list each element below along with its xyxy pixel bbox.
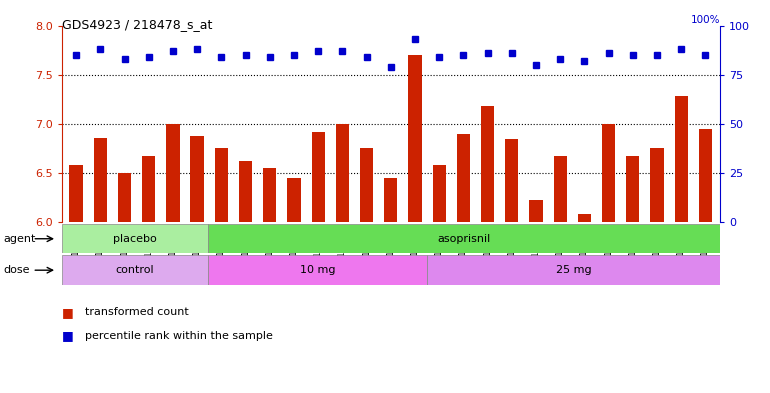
Text: control: control <box>116 265 154 275</box>
Bar <box>69 165 83 222</box>
Text: ■: ■ <box>62 329 73 343</box>
Bar <box>651 148 664 222</box>
Bar <box>505 138 518 222</box>
Bar <box>62 255 208 285</box>
Bar <box>208 224 720 253</box>
Text: 25 mg: 25 mg <box>556 265 591 275</box>
Bar <box>427 255 720 285</box>
Text: GDS4923 / 218478_s_at: GDS4923 / 218478_s_at <box>62 18 212 31</box>
Bar <box>312 132 325 222</box>
Bar <box>208 255 427 285</box>
Bar <box>554 156 567 222</box>
Bar <box>578 214 591 222</box>
Text: agent: agent <box>4 234 36 244</box>
Bar <box>287 178 300 222</box>
Text: ■: ■ <box>62 306 73 319</box>
Bar <box>62 224 208 253</box>
Text: dose: dose <box>4 265 30 275</box>
Text: placebo: placebo <box>113 234 156 244</box>
Bar <box>118 173 131 222</box>
Text: transformed count: transformed count <box>85 307 189 318</box>
Bar <box>360 148 373 222</box>
Text: asoprisnil: asoprisnil <box>437 234 490 244</box>
Bar <box>481 106 494 222</box>
Text: 10 mg: 10 mg <box>300 265 336 275</box>
Bar <box>215 148 228 222</box>
Bar <box>529 200 543 222</box>
Bar <box>626 156 639 222</box>
Bar <box>336 124 349 222</box>
Bar <box>142 156 156 222</box>
Bar <box>602 124 615 222</box>
Bar <box>384 178 397 222</box>
Text: 100%: 100% <box>691 15 720 24</box>
Bar <box>239 161 253 222</box>
Bar <box>457 134 470 222</box>
Bar <box>166 124 179 222</box>
Bar <box>675 96 688 222</box>
Bar <box>408 55 422 222</box>
Bar <box>263 168 276 222</box>
Bar <box>190 136 204 222</box>
Bar <box>94 138 107 222</box>
Text: percentile rank within the sample: percentile rank within the sample <box>85 331 273 341</box>
Bar <box>433 165 446 222</box>
Bar <box>698 129 712 222</box>
